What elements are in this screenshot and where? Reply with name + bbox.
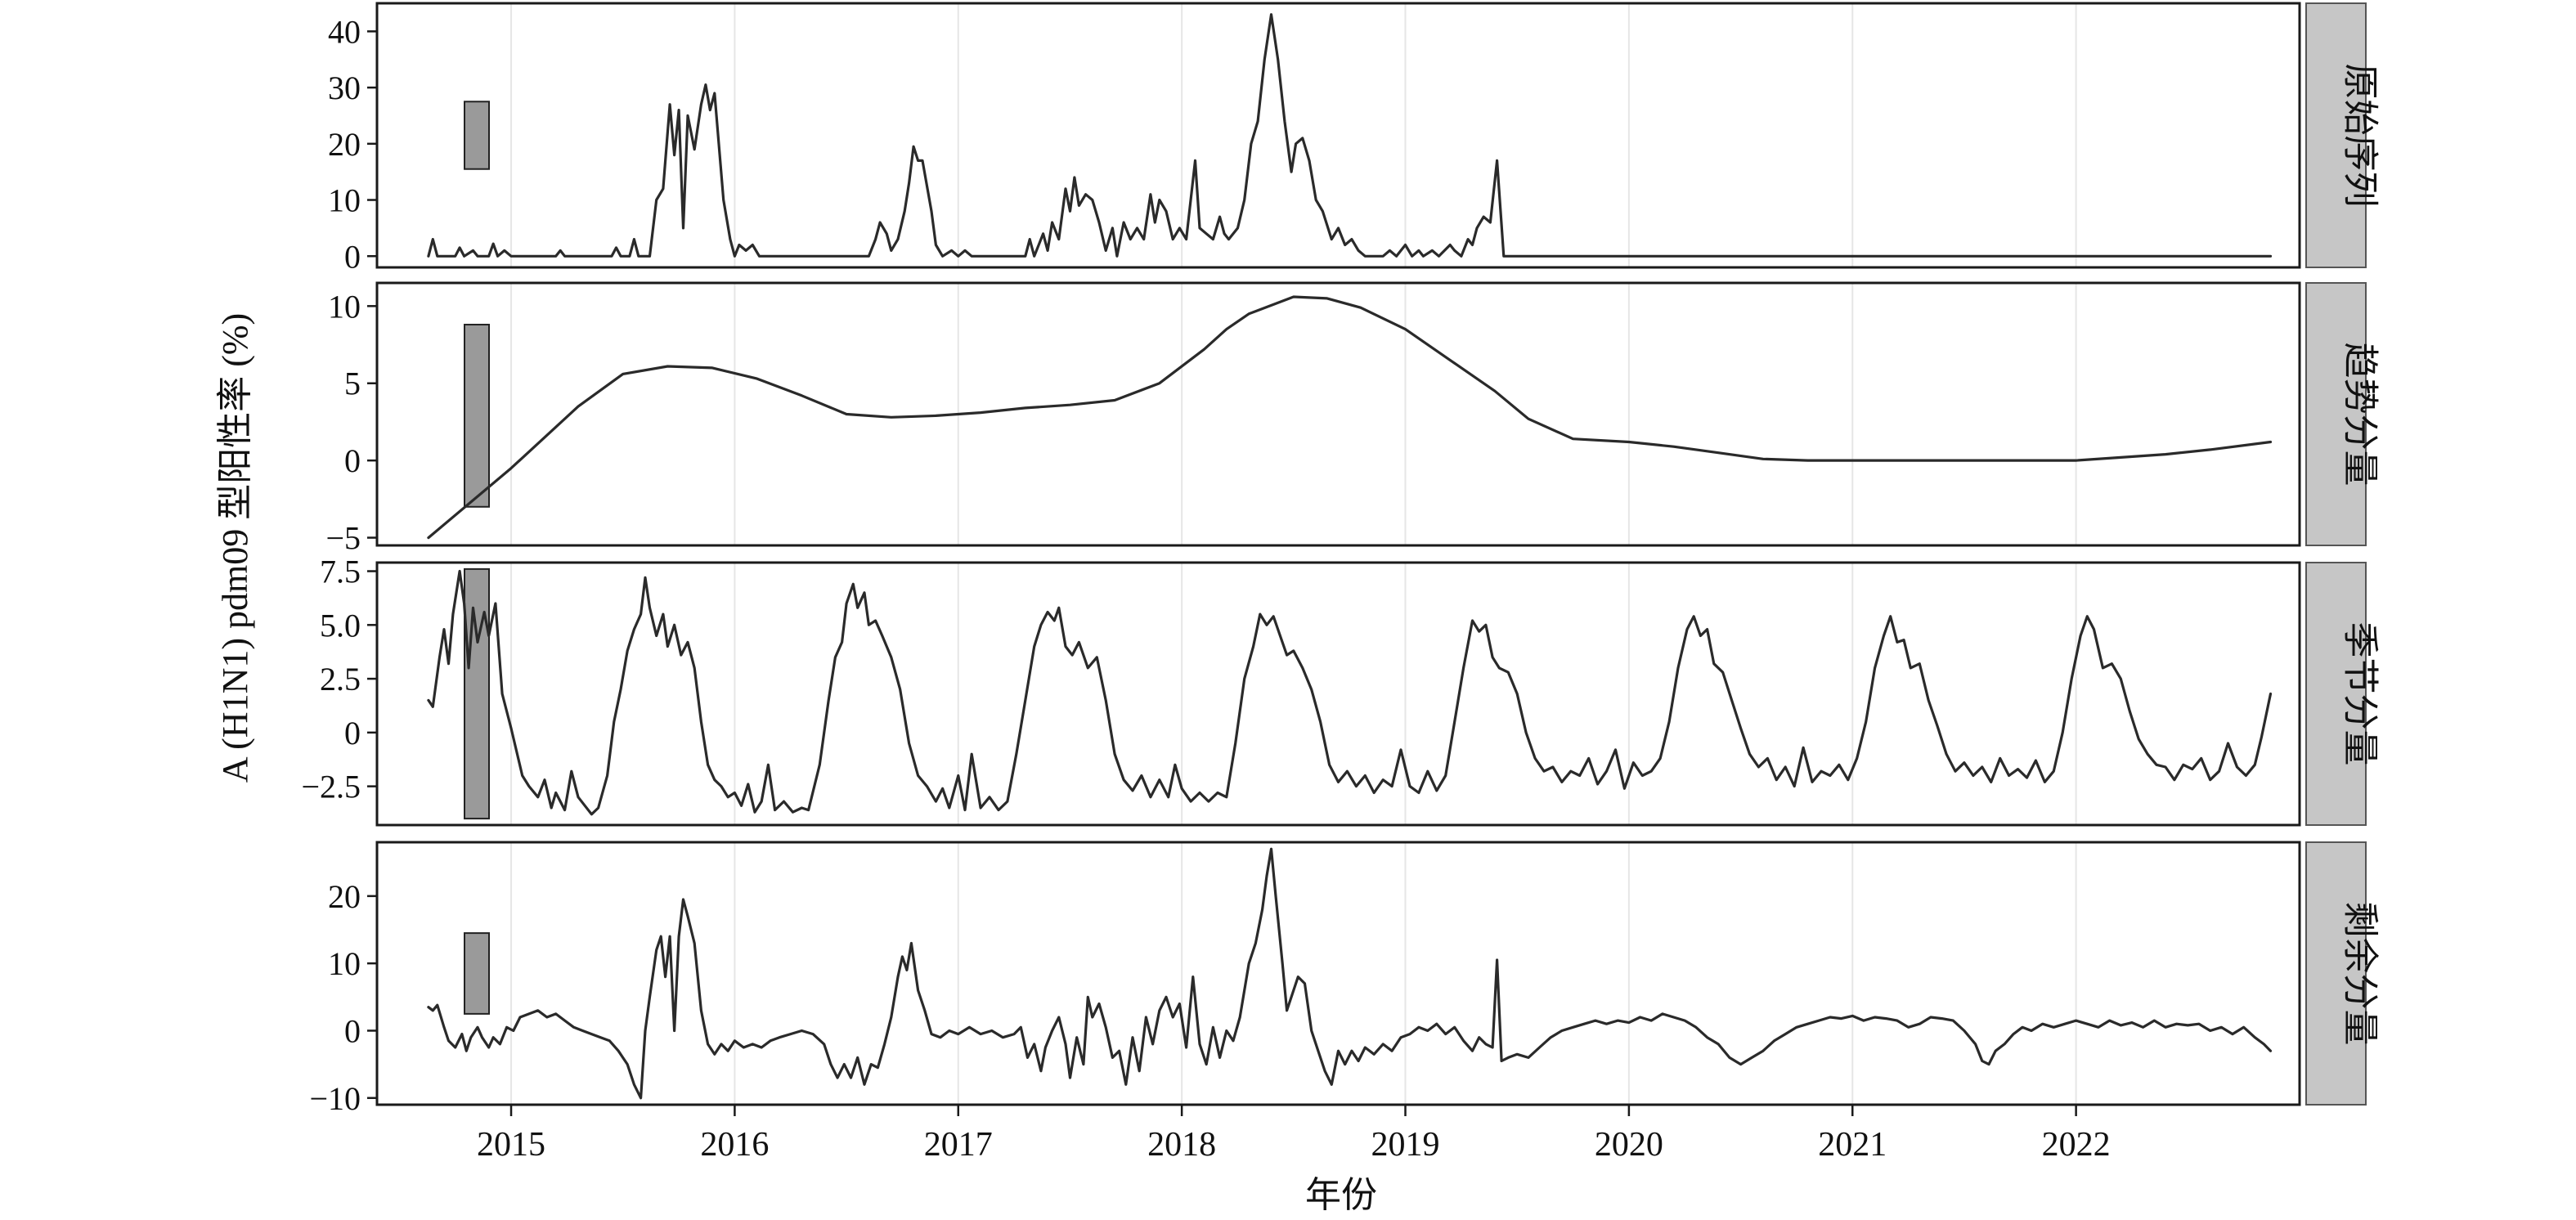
panel-frame <box>375 2 2301 269</box>
y-tick-label: 20 <box>328 878 361 915</box>
strip-label-box <box>2305 841 2367 1106</box>
y-tick-label: 0 <box>344 238 361 275</box>
y-tick-label: 5 <box>344 366 361 402</box>
chart-panels: 0 10 20 30 40 原始序列 −5 0 5 10 趋势分量 −2.5 0 2.5 5.0 7.5 季节分… <box>301 2 2381 1117</box>
y-tick-label: 0 <box>344 1012 361 1049</box>
y-axis-title: A (H1N1) pdm09 型阳性率 (%) <box>215 313 255 783</box>
panel-3: −2.5 0 2.5 5.0 7.5 季节分量 <box>301 554 2381 827</box>
strip-label: 季节分量 <box>2340 622 2381 766</box>
range-bar <box>464 101 490 170</box>
x-axis: 2015 2016 2017 2018 2019 2020 2021 2022 <box>477 1105 2111 1164</box>
strip-label: 剩余分量 <box>2340 902 2381 1046</box>
y-tick-label: 10 <box>328 182 361 219</box>
panel-4: −10 0 10 20 剩余分量 <box>309 841 2381 1117</box>
panel-frame <box>375 281 2301 547</box>
y-tick-label: 2.5 <box>320 661 361 697</box>
y-tick-label: 7.5 <box>320 554 361 590</box>
x-tick-label: 2016 <box>700 1126 769 1164</box>
range-bar <box>464 323 490 508</box>
panel-2: −5 0 5 10 趋势分量 <box>325 281 2381 557</box>
y-tick-label: 5.0 <box>320 607 361 644</box>
panel-frame <box>375 561 2301 827</box>
strip-label: 原始序列 <box>2340 64 2381 208</box>
x-tick-label: 2019 <box>1371 1126 1440 1164</box>
y-tick-label: 10 <box>328 945 361 982</box>
y-tick-label: 0 <box>344 715 361 751</box>
range-bar <box>464 932 490 1015</box>
y-tick-label: 40 <box>328 13 361 50</box>
x-axis-title: 年份 <box>1305 1175 1377 1215</box>
y-tick-label: 20 <box>328 126 361 163</box>
y-tick-label: −10 <box>309 1080 361 1117</box>
y-tick-label: −2.5 <box>301 769 361 805</box>
x-tick-label: 2020 <box>1595 1126 1663 1164</box>
series-line-3 <box>427 569 2273 816</box>
strip-label-box <box>2305 562 2367 826</box>
x-tick-label: 2022 <box>2042 1126 2111 1164</box>
strip-label: 趋势分量 <box>2340 343 2381 487</box>
y-tick-label: −5 <box>325 520 361 557</box>
range-bar <box>464 567 490 820</box>
y-tick-label: 30 <box>328 70 361 106</box>
y-tick-label: 10 <box>328 288 361 325</box>
y-tick-label: 0 <box>344 442 361 479</box>
series-line-2 <box>427 295 2273 540</box>
x-tick-label: 2017 <box>924 1126 993 1164</box>
x-tick-label: 2015 <box>477 1126 545 1164</box>
panel-1: 0 10 20 30 40 原始序列 <box>328 2 2381 275</box>
series-line-1 <box>427 13 2273 258</box>
x-tick-label: 2021 <box>1818 1126 1887 1164</box>
panel-frame <box>375 841 2301 1106</box>
strip-label-box <box>2305 2 2367 268</box>
x-tick-label: 2018 <box>1147 1126 1216 1164</box>
strip-label-box <box>2305 282 2367 546</box>
series-line-4 <box>427 847 2273 1100</box>
